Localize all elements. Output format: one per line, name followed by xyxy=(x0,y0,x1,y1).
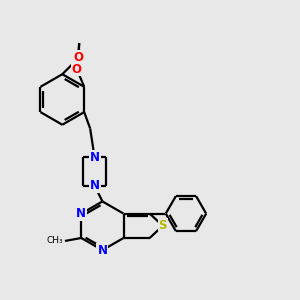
Text: O: O xyxy=(72,62,82,76)
Text: N: N xyxy=(90,151,100,164)
Text: O: O xyxy=(72,62,82,76)
Text: CH₃: CH₃ xyxy=(47,236,64,245)
Text: N: N xyxy=(76,207,86,220)
Text: S: S xyxy=(158,219,167,232)
Text: N: N xyxy=(90,179,100,192)
Text: N: N xyxy=(98,244,107,257)
Text: S: S xyxy=(158,219,167,232)
Text: N: N xyxy=(98,244,107,257)
Text: O: O xyxy=(74,51,84,64)
Text: O: O xyxy=(74,51,84,64)
Text: N: N xyxy=(90,151,100,164)
Text: N: N xyxy=(76,207,86,220)
Text: N: N xyxy=(90,179,100,192)
